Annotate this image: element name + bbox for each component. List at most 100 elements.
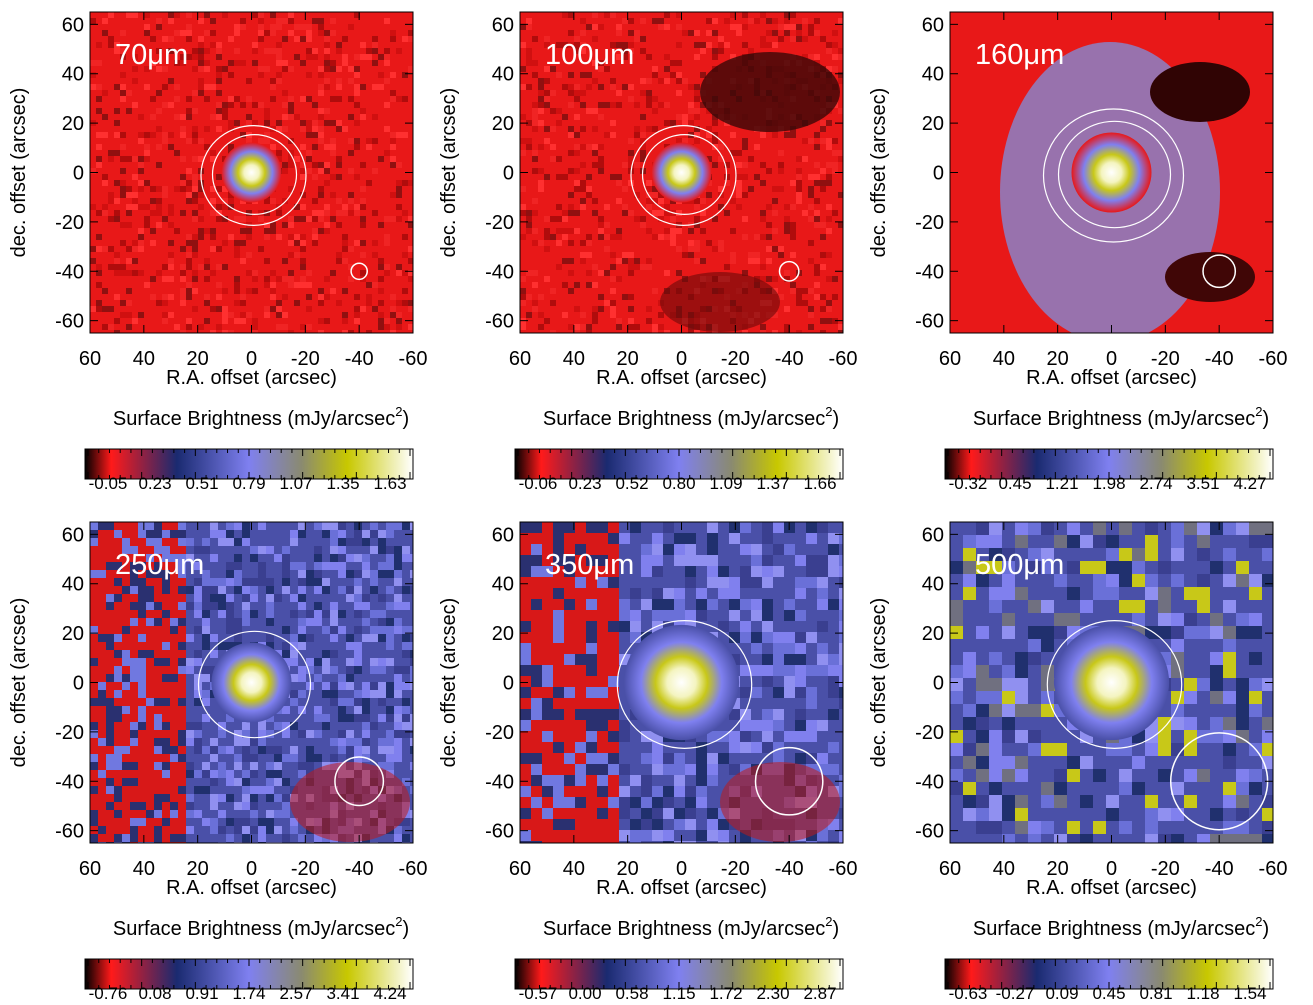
colorbar-tick-label: 1.63	[373, 474, 406, 493]
x-tick-label: 60	[79, 858, 101, 880]
y-tick-label: -40	[55, 261, 84, 283]
panel-70um: 70μm 60 40 20 0 -20 -40 -60 60 40 20 0 -20 -40 -60 R.A.…	[8, 11, 427, 493]
colorbar-tick-label: -0.57	[519, 984, 558, 1003]
y-axis-label: dec. offset (arcsec)	[438, 598, 460, 768]
y-axis-label: dec. offset (arcsec)	[868, 598, 890, 768]
x-tick-label: 20	[1047, 348, 1069, 370]
y-tick-label: 20	[492, 113, 514, 135]
colorbar-tick-label: 0.79	[232, 474, 265, 493]
y-tick-label: 20	[922, 623, 944, 645]
y-tick-label: 60	[922, 14, 944, 36]
x-axis-label: R.A. offset (arcsec)	[166, 367, 337, 389]
y-tick-label: 60	[492, 524, 514, 546]
x-tick-label: 40	[563, 348, 585, 370]
y-tick-label: -40	[915, 261, 944, 283]
contour	[200, 125, 307, 226]
x-tick-label: -60	[1259, 858, 1288, 880]
colorbar-tick-label: 0.80	[662, 474, 695, 493]
source-blob	[1071, 132, 1152, 213]
colorbar-tick-label: -0.05	[89, 474, 128, 493]
colorbar-tick-label: 2.74	[1139, 474, 1172, 493]
y-tick-label: -40	[485, 771, 514, 793]
beam-circle	[1202, 254, 1237, 289]
y-tick-label: 60	[62, 524, 84, 546]
y-tick-label: 0	[503, 673, 514, 695]
x-axis-label: R.A. offset (arcsec)	[596, 877, 767, 899]
x-tick-label: 60	[939, 858, 961, 880]
x-tick-label: 60	[939, 348, 961, 370]
y-tick-label: 60	[492, 14, 514, 36]
contour	[1057, 120, 1172, 229]
y-tick-label: 20	[492, 623, 514, 645]
colorbar-tick-label: 1.54	[1233, 984, 1266, 1003]
y-tick-label: 20	[62, 623, 84, 645]
contour	[1042, 108, 1185, 243]
colorbar-label: Surface Brightness (mJy/arcsec2)	[113, 914, 409, 940]
colorbar-tick-label: 0.51	[185, 474, 218, 493]
x-tick-label: -40	[1205, 348, 1234, 370]
colorbar-label: Surface Brightness (mJy/arcsec2)	[543, 914, 839, 940]
map-image	[520, 522, 843, 843]
contour	[211, 134, 298, 216]
colorbar-tick-label: 2.30	[756, 984, 789, 1003]
x-tick-label: -60	[829, 858, 858, 880]
map-image	[90, 522, 413, 843]
panel-500um: 500μm 60 40 20 0 -20 -40 -60 60 40 20 0 -20 -40 -60 R.A…	[868, 521, 1288, 1003]
beam-circle	[754, 746, 824, 816]
y-axis-label: dec. offset (arcsec)	[8, 598, 30, 768]
colorbar-tick-label: 1.35	[326, 474, 359, 493]
colorbar-tick-label: 3.51	[1186, 474, 1219, 493]
y-tick-label: -60	[55, 821, 84, 843]
colorbar-tick-label: 4.24	[373, 984, 406, 1003]
y-tick-label: -20	[55, 212, 84, 234]
panel-160um: 160μm 60 40 20 0 -20 -40 -60 60 40 20 0 -20 -40 -60 R.A…	[868, 11, 1288, 493]
colorbar-tick-label: 2.57	[279, 984, 312, 1003]
dark-clump	[660, 272, 780, 332]
x-tick-label: -60	[399, 858, 428, 880]
red-patch	[290, 762, 410, 842]
colorbar-tick-label: 0.09	[1045, 984, 1078, 1003]
x-tick-label: 20	[617, 348, 639, 370]
x-tick-label: -60	[1259, 348, 1288, 370]
y-tick-label: 60	[922, 524, 944, 546]
y-tick-label: 0	[503, 163, 514, 185]
panel-350um: 350μm 60 40 20 0 -20 -40 -60 60 40 20 0 -20 -40 -60 R.A…	[438, 521, 858, 1003]
dark-clump	[700, 52, 840, 132]
beam-circle	[778, 260, 800, 282]
colorbar-tick-label: 1.98	[1092, 474, 1125, 493]
y-axis-label: dec. offset (arcsec)	[8, 88, 30, 258]
x-tick-label: 40	[133, 348, 155, 370]
source-blob	[1053, 624, 1170, 741]
x-tick-label: -20	[291, 858, 320, 880]
y-tick-label: -40	[915, 771, 944, 793]
x-tick-label: 60	[509, 348, 531, 370]
band-label: 160μm	[975, 39, 1064, 71]
red-patch	[720, 762, 840, 842]
colorbar-tick-label: 0.91	[185, 984, 218, 1003]
y-tick-label: -60	[55, 311, 84, 333]
source-blob	[651, 142, 712, 203]
source-blob	[623, 624, 740, 741]
y-tick-label: -40	[485, 261, 514, 283]
colorbar-tick-label: 2.87	[803, 984, 836, 1003]
y-tick-label: -20	[485, 722, 514, 744]
panel-250um: 250μm 60 40 20 0 -20 -40 -60 60 40 20 0 -20 -40 -60 R.A…	[8, 521, 428, 1003]
x-tick-label: 40	[133, 858, 155, 880]
y-tick-label: 0	[73, 673, 84, 695]
colorbar-tick-label: 0.58	[615, 984, 648, 1003]
x-tick-label: 0	[1106, 858, 1117, 880]
source-blob	[221, 142, 282, 203]
colorbar-tick-label: 1.66	[803, 474, 836, 493]
band-label: 70μm	[115, 39, 188, 71]
y-tick-label: 40	[492, 574, 514, 596]
map-image	[950, 522, 1273, 843]
y-tick-label: 40	[62, 574, 84, 596]
band-label: 100μm	[545, 39, 634, 71]
band-label: 350μm	[545, 549, 634, 581]
y-tick-label: -60	[915, 821, 944, 843]
x-axis-label: R.A. offset (arcsec)	[1026, 367, 1197, 389]
source-blob	[211, 642, 292, 723]
y-tick-label: -60	[485, 311, 514, 333]
beam-circle	[350, 262, 368, 281]
